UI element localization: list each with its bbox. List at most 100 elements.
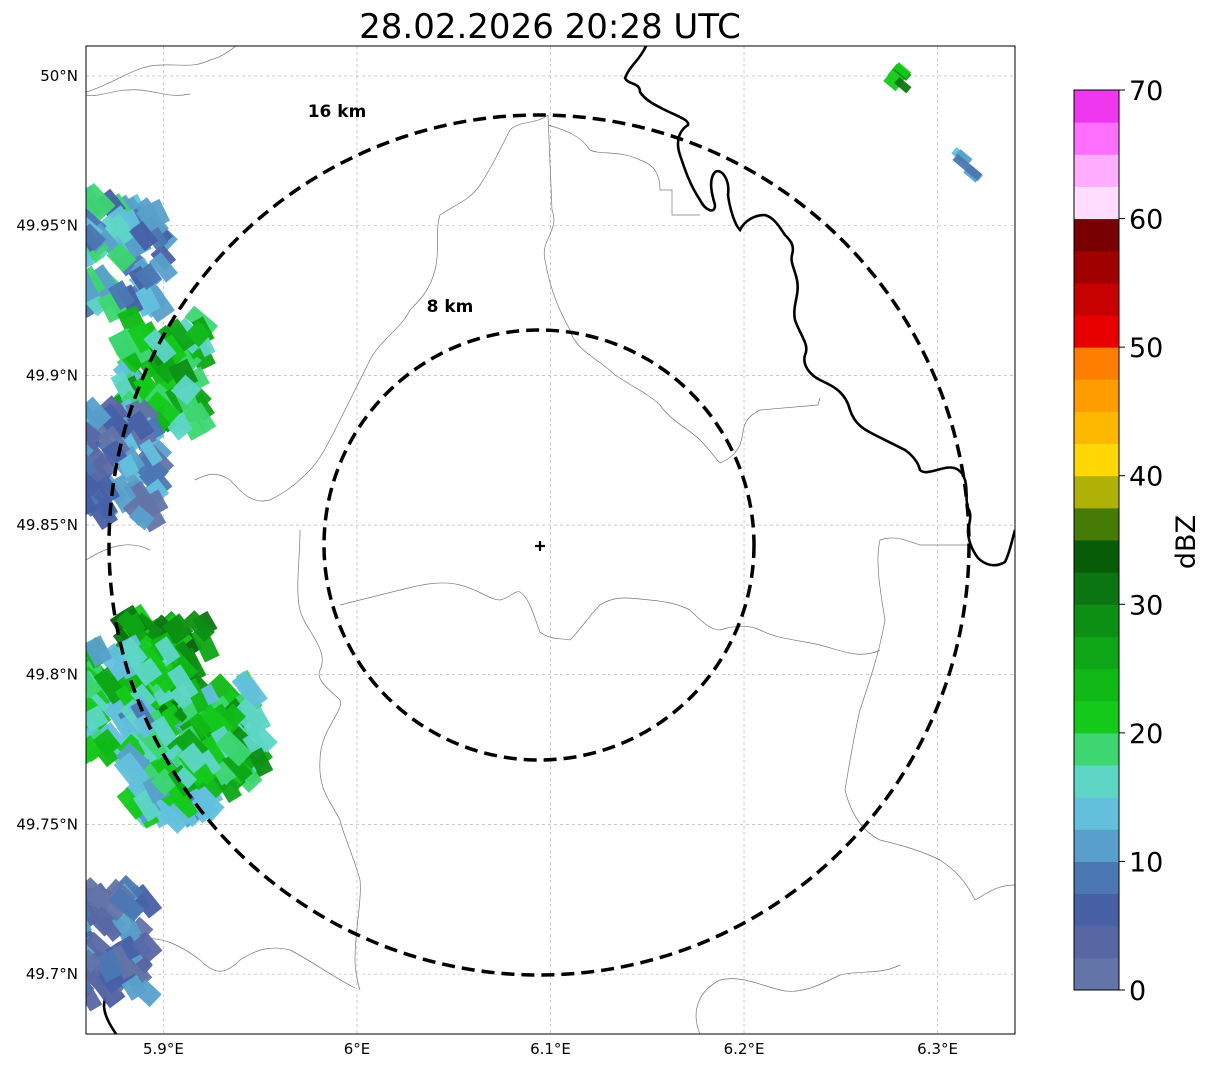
echo-pixel xyxy=(134,197,158,221)
x-tick-label: 5.9°E xyxy=(143,1040,184,1058)
colorbar-tick-label: 0 xyxy=(1129,976,1146,1007)
echo-pixel xyxy=(56,942,80,966)
colorbar-tick-label: 50 xyxy=(1129,333,1163,364)
echo-pixel xyxy=(86,396,112,430)
echo-pixel xyxy=(52,928,84,959)
y-tick-label: 49.9°N xyxy=(26,366,78,384)
echo-pixel xyxy=(107,213,136,245)
colorbar-segment xyxy=(1074,186,1119,220)
echo-pixel xyxy=(94,949,125,983)
echo-pixel xyxy=(883,74,901,92)
echo-pixel xyxy=(166,664,199,702)
echo-pixel xyxy=(88,499,118,531)
echo-pixel xyxy=(52,921,79,948)
radar-site-marker xyxy=(535,541,545,551)
colorbar-tick-label: 10 xyxy=(1129,847,1163,878)
colorbar-segment xyxy=(1074,218,1119,252)
colorbar-ticks: 0 10 20 30 40 50 60 70 xyxy=(1119,76,1163,1007)
echo-pixel xyxy=(86,467,102,500)
colorbar-tick-label: 60 xyxy=(1129,205,1163,236)
echo-pixel xyxy=(135,640,166,674)
colorbar-label: dBZ xyxy=(1171,515,1202,569)
echo-pixel xyxy=(128,505,155,531)
colorbar-tick-label: 30 xyxy=(1129,590,1163,621)
echo-pixel xyxy=(159,802,191,834)
echo-pixel xyxy=(107,280,135,311)
echo-pixel xyxy=(236,677,268,710)
colorbar-tick-label: 70 xyxy=(1129,76,1163,107)
echo-pixel xyxy=(133,714,155,739)
x-tick-label: 6.1°E xyxy=(530,1040,571,1058)
colorbar-segment xyxy=(1074,797,1119,830)
echo-pixel xyxy=(178,742,209,774)
echo-pixel xyxy=(86,223,107,251)
range-ring-16km-label: 16 km xyxy=(308,102,367,122)
echo-pixel xyxy=(163,318,196,354)
echo-pixel xyxy=(162,613,194,645)
echo-pixel xyxy=(116,787,147,820)
echo-pixel xyxy=(215,730,253,767)
echo-pixel xyxy=(86,182,116,221)
echo-pixel xyxy=(133,657,163,687)
echo-pixel xyxy=(230,698,269,736)
echo-pixel xyxy=(86,413,103,447)
colorbar-segment xyxy=(1074,347,1119,380)
echo-pixel xyxy=(134,262,162,291)
colorbar-segment xyxy=(1074,443,1119,477)
echo-pixel xyxy=(58,941,84,968)
colorbar-segment xyxy=(1074,250,1119,284)
colorbar-segment xyxy=(1074,765,1119,798)
y-tick-label: 49.95°N xyxy=(16,217,78,235)
colorbar-segment xyxy=(1074,411,1119,445)
echo-pixel xyxy=(92,728,122,758)
echo-pixel xyxy=(86,635,113,667)
echo-pixel xyxy=(160,334,187,364)
echo-pixel xyxy=(168,785,199,821)
echo-pixel xyxy=(955,148,973,166)
echo-pixel xyxy=(952,153,970,171)
echo-pixel xyxy=(174,766,198,789)
echo-pixel xyxy=(185,320,212,348)
range-ring-8km xyxy=(322,328,756,762)
echo-pixel xyxy=(150,768,179,797)
x-tick-label: 6°E xyxy=(344,1040,371,1058)
echo-pixel xyxy=(86,447,98,481)
x-tick-label: 6.2°E xyxy=(724,1040,765,1058)
range-ring-8km-label: 8 km xyxy=(427,297,474,317)
echo-pixel xyxy=(86,704,109,732)
echo-pixel xyxy=(964,163,983,181)
plot-frame xyxy=(85,45,1016,1035)
colorbar-segment xyxy=(1074,572,1119,605)
chart-title: 28.02.2026 20:28 UTC xyxy=(359,7,741,47)
echo-pixel xyxy=(53,896,80,929)
colorbar xyxy=(1074,90,1119,991)
echo-pixel xyxy=(131,931,163,964)
echo-pixel xyxy=(143,416,166,440)
echo-pixel xyxy=(56,911,78,935)
echo-pixel xyxy=(129,221,159,252)
colorbar-segment xyxy=(1074,475,1119,509)
colorbar-segment xyxy=(1074,636,1119,670)
echo-pixel xyxy=(86,268,100,305)
echo-pixel xyxy=(130,683,157,711)
colorbar-segment xyxy=(1074,925,1119,959)
colorbar-segment xyxy=(1074,668,1119,702)
echo-pixel xyxy=(894,76,912,94)
y-tick-label: 50°N xyxy=(40,67,78,85)
colorbar-tick-label: 20 xyxy=(1129,719,1163,750)
echo-pixel xyxy=(114,935,141,963)
echo-pixel xyxy=(150,636,181,668)
echo-pixel xyxy=(170,374,202,406)
colorbar-segment xyxy=(1074,700,1119,734)
echo-pixel xyxy=(143,328,177,364)
colorbar-frame xyxy=(1073,89,1120,991)
echo-pixel xyxy=(248,747,274,777)
colorbar-segment xyxy=(1074,122,1119,155)
echo-pixel xyxy=(199,733,231,767)
echo-pixel xyxy=(55,917,85,948)
echo-pixel xyxy=(149,252,178,283)
echo-pixel xyxy=(96,914,122,942)
echo-pixel xyxy=(113,751,150,791)
range-ring-16km xyxy=(107,113,971,977)
